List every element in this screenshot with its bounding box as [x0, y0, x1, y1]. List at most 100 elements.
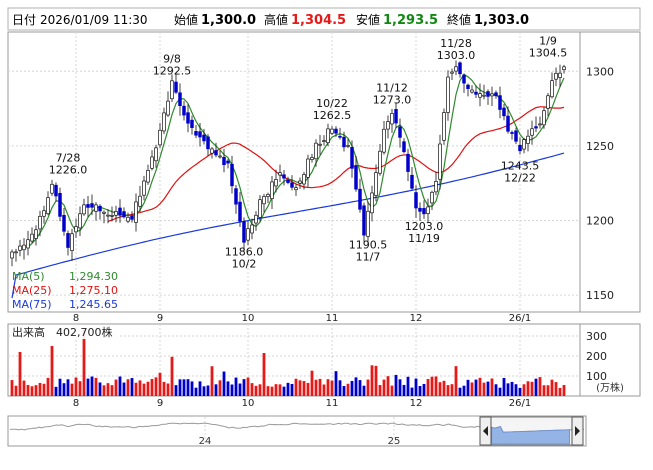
candle-body-down: [514, 130, 518, 142]
volume-bar: [186, 379, 190, 396]
volume-bar: [306, 382, 310, 396]
candle-body-up: [50, 183, 54, 194]
ma75-legend-value: 1,245.65: [69, 298, 118, 311]
volume-bar: [30, 386, 34, 396]
volume-bar: [110, 385, 114, 396]
volume-bar: [246, 377, 250, 396]
volume-bar: [466, 379, 470, 396]
price-y-tick: 1250: [586, 140, 614, 153]
volume-bar: [446, 385, 450, 396]
candle: [62, 207, 66, 236]
candle-body-up: [450, 71, 454, 74]
volume-bar: [362, 385, 366, 396]
volume-bar: [326, 379, 330, 396]
navigator-window[interactable]: [487, 416, 573, 446]
candle: [150, 150, 154, 171]
candle: [70, 228, 74, 261]
candle-body-up: [550, 80, 554, 98]
volume-bar: [166, 383, 170, 396]
volume-bar: [374, 365, 378, 396]
candle: [50, 179, 54, 196]
candle: [510, 130, 514, 140]
annotation-value: 1303.0: [437, 49, 476, 62]
volume-bar: [98, 382, 102, 396]
range-navigator[interactable]: 24 25: [7, 415, 587, 447]
close-label: 終値: [447, 12, 471, 27]
candle-body-up: [434, 181, 438, 193]
candle: [198, 122, 202, 147]
candle-body-down: [410, 174, 414, 189]
volume-bar: [310, 370, 314, 396]
volume-bar: [330, 380, 334, 396]
volume-bar: [198, 381, 202, 396]
volume-y-tick: 300: [586, 330, 607, 343]
volume-bar: [530, 381, 534, 396]
candle: [158, 122, 162, 149]
volume-bar: [286, 382, 290, 396]
candle-body-down: [66, 233, 70, 248]
annotation-date: 1/9: [539, 35, 557, 48]
candle: [558, 64, 562, 87]
annotation-value: 1273.0: [373, 94, 412, 107]
volume-label: 出来高: [12, 325, 45, 339]
candle-body-down: [230, 163, 234, 187]
candle: [494, 90, 498, 99]
candle: [278, 164, 282, 183]
candle-body-down: [194, 131, 198, 136]
volume-x-tick: 26/1: [509, 398, 531, 409]
volume-bar: [522, 384, 526, 396]
candle-body-up: [162, 112, 166, 132]
volume-bar: [174, 385, 178, 396]
volume-bar: [150, 378, 154, 396]
candle-body-up: [346, 145, 350, 147]
candle: [386, 115, 390, 139]
volume-bar: [430, 376, 434, 396]
volume-bar: [406, 376, 410, 396]
volume-bar: [562, 385, 566, 396]
volume-bar: [554, 382, 558, 396]
price-y-axis: 1150 1200 1250 1300: [586, 65, 614, 302]
candle-body-up: [154, 147, 158, 162]
volume-bar: [106, 383, 110, 396]
candle: [502, 103, 506, 121]
candle-body-up: [314, 142, 318, 160]
candle: [286, 176, 290, 185]
candle: [138, 185, 142, 212]
candle-body-up: [170, 80, 174, 100]
candle: [454, 60, 458, 76]
candle-body-up: [42, 210, 46, 217]
annotation-date: 11/28: [440, 37, 472, 50]
candle: [10, 249, 14, 267]
candle: [170, 74, 174, 102]
volume-bar: [534, 378, 538, 396]
candle: [26, 230, 30, 256]
candle: [102, 210, 106, 224]
navigator-left-handle[interactable]: [479, 416, 492, 446]
ma75-line: [11, 152, 565, 299]
candle: [30, 227, 34, 244]
candle: [66, 230, 70, 256]
candle-body-up: [46, 197, 50, 215]
candle: [162, 107, 166, 135]
candle: [358, 178, 362, 213]
volume-bar: [442, 380, 446, 396]
candle: [298, 177, 302, 190]
candle-body-up: [546, 95, 550, 109]
volume-y-tick: 100: [586, 370, 607, 383]
low-label: 安値: [356, 12, 380, 27]
candle: [110, 206, 114, 222]
navigator-right-handle[interactable]: [571, 416, 584, 446]
candle-body-down: [506, 115, 510, 132]
volume-bar: [506, 383, 510, 396]
volume-bar: [58, 378, 62, 396]
volume-bar: [498, 387, 502, 396]
candle: [238, 192, 242, 227]
candle: [490, 86, 494, 107]
candle-body-up: [126, 216, 130, 222]
candle-body-up: [382, 128, 386, 153]
candle-body-down: [486, 91, 490, 97]
candle: [410, 167, 414, 191]
candle-body-down: [98, 205, 102, 212]
candle: [334, 126, 338, 137]
candle: [142, 175, 146, 201]
